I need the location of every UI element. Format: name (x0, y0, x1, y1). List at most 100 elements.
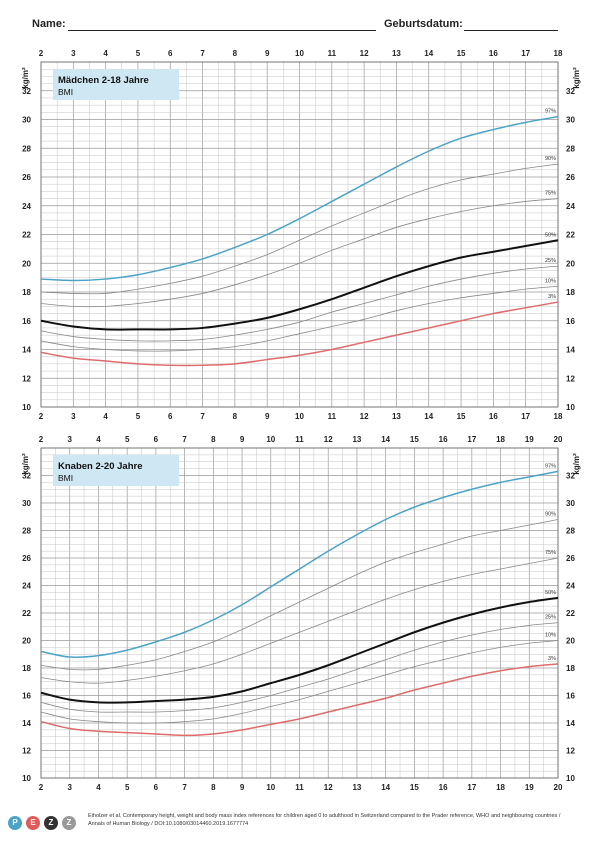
logo-letter-z2: Z (62, 816, 76, 830)
x-tick-label-top: 17 (521, 49, 530, 58)
x-tick-label-top: 8 (211, 435, 216, 444)
percentile-label-p75: 75% (545, 550, 556, 556)
x-tick-label-top: 5 (125, 435, 130, 444)
y-tick-label-right: 28 (566, 144, 575, 153)
percentile-line-p90 (40, 519, 559, 671)
y-tick-label-left: 10 (22, 774, 31, 783)
x-tick-label-top: 17 (467, 435, 476, 444)
logo-letter-e: E (26, 816, 40, 830)
percentile-line-p97 (40, 470, 559, 658)
x-tick-label-bottom: 11 (328, 412, 337, 421)
x-tick-label-top: 10 (266, 435, 275, 444)
x-tick-label-top: 15 (410, 435, 419, 444)
y-axis-label-right: kg/m² (572, 67, 581, 89)
x-tick-label-bottom: 8 (211, 783, 216, 792)
x-tick-label-bottom: 18 (554, 412, 563, 421)
x-tick-label-bottom: 4 (103, 412, 108, 421)
x-tick-label-bottom: 3 (71, 412, 76, 421)
x-tick-label-top: 20 (554, 435, 563, 444)
title-box (53, 455, 179, 486)
x-tick-label-bottom: 3 (67, 783, 72, 792)
x-tick-label-top: 16 (439, 435, 448, 444)
percentile-line-p10 (40, 285, 559, 352)
y-tick-label-right: 30 (566, 499, 575, 508)
x-tick-label-bottom: 15 (457, 412, 466, 421)
x-tick-label-bottom: 15 (410, 783, 419, 792)
x-tick-label-bottom: 7 (200, 412, 205, 421)
y-tick-label-right: 26 (566, 173, 575, 182)
percentile-label-p50: 50% (545, 590, 556, 596)
percentile-label-p25: 25% (545, 615, 556, 621)
percentile-line-p25 (40, 265, 559, 342)
y-tick-label-right: 32 (566, 87, 575, 96)
x-tick-label-bottom: 5 (136, 412, 141, 421)
x-tick-label-bottom: 17 (467, 783, 476, 792)
chart-subtitle: BMI (58, 473, 73, 483)
x-tick-label-top: 3 (71, 49, 76, 58)
y-tick-label-left: 32 (22, 87, 31, 96)
x-tick-label-top: 10 (295, 49, 304, 58)
y-tick-label-left: 14 (22, 346, 31, 355)
y-tick-label-left: 30 (22, 116, 31, 125)
birthdate-field[interactable] (464, 30, 558, 31)
x-tick-label-bottom: 2 (39, 412, 44, 421)
x-tick-label-top: 12 (324, 435, 333, 444)
x-tick-label-bottom: 6 (154, 783, 159, 792)
x-tick-label-top: 18 (496, 435, 505, 444)
name-field[interactable] (68, 30, 376, 31)
y-tick-label-left: 24 (22, 582, 31, 591)
chart-title: Knaben 2-20 Jahre (58, 461, 142, 472)
y-axis-label-left: kg/m² (21, 453, 30, 475)
y-tick-label-left: 12 (22, 374, 31, 383)
percentile-label-p10: 10% (545, 633, 556, 639)
header: Name: Geburtsdatum: (32, 16, 559, 34)
percentile-line-p97 (40, 115, 559, 282)
x-tick-label-top: 8 (233, 49, 238, 58)
bmi-chart-girls: 2233445566778899101011111212131314141515… (21, 49, 581, 421)
x-tick-label-bottom: 16 (439, 783, 448, 792)
x-tick-label-top: 9 (265, 49, 270, 58)
percentile-label-p25: 25% (545, 258, 556, 264)
y-tick-label-left: 26 (22, 554, 31, 563)
x-tick-label-top: 5 (136, 49, 141, 58)
logo-letter-p: P (8, 816, 22, 830)
y-tick-label-left: 20 (22, 637, 31, 646)
x-tick-label-bottom: 2 (39, 783, 44, 792)
percentile-line-p3 (40, 301, 559, 367)
y-tick-label-left: 18 (22, 288, 31, 297)
x-tick-label-top: 7 (200, 49, 205, 58)
y-tick-label-right: 10 (566, 403, 575, 412)
x-tick-label-bottom: 8 (233, 412, 238, 421)
x-tick-label-top: 7 (182, 435, 187, 444)
y-tick-label-left: 12 (22, 747, 31, 756)
percentile-line-p3 (40, 663, 559, 737)
x-tick-label-top: 4 (103, 49, 108, 58)
percentile-line-p75 (40, 557, 559, 684)
x-tick-label-bottom: 14 (381, 783, 390, 792)
x-tick-label-top: 12 (360, 49, 369, 58)
x-tick-label-top: 11 (295, 435, 304, 444)
y-tick-label-right: 24 (566, 202, 575, 211)
x-tick-label-top: 19 (525, 435, 534, 444)
y-tick-label-left: 14 (22, 719, 31, 728)
y-tick-label-right: 20 (566, 637, 575, 646)
percentile-label-p75: 75% (545, 191, 556, 197)
x-tick-label-bottom: 18 (496, 783, 505, 792)
y-tick-label-right: 22 (566, 231, 575, 240)
y-tick-label-right: 28 (566, 527, 575, 536)
x-tick-label-top: 13 (392, 49, 401, 58)
y-tick-label-right: 12 (566, 374, 575, 383)
x-tick-label-top: 15 (457, 49, 466, 58)
y-tick-label-right: 30 (566, 116, 575, 125)
y-tick-label-right: 26 (566, 554, 575, 563)
x-tick-label-top: 3 (67, 435, 72, 444)
x-tick-label-bottom: 4 (96, 783, 101, 792)
percentile-label-p50: 50% (545, 232, 556, 238)
y-tick-label-left: 16 (22, 317, 31, 326)
chart-title: Mädchen 2-18 Jahre (58, 75, 149, 86)
percentile-label-p97: 97% (545, 109, 556, 115)
x-tick-label-bottom: 19 (525, 783, 534, 792)
y-tick-label-right: 32 (566, 472, 575, 481)
birthdate-label: Geburtsdatum: (384, 18, 463, 30)
name-label: Name: (32, 18, 66, 30)
